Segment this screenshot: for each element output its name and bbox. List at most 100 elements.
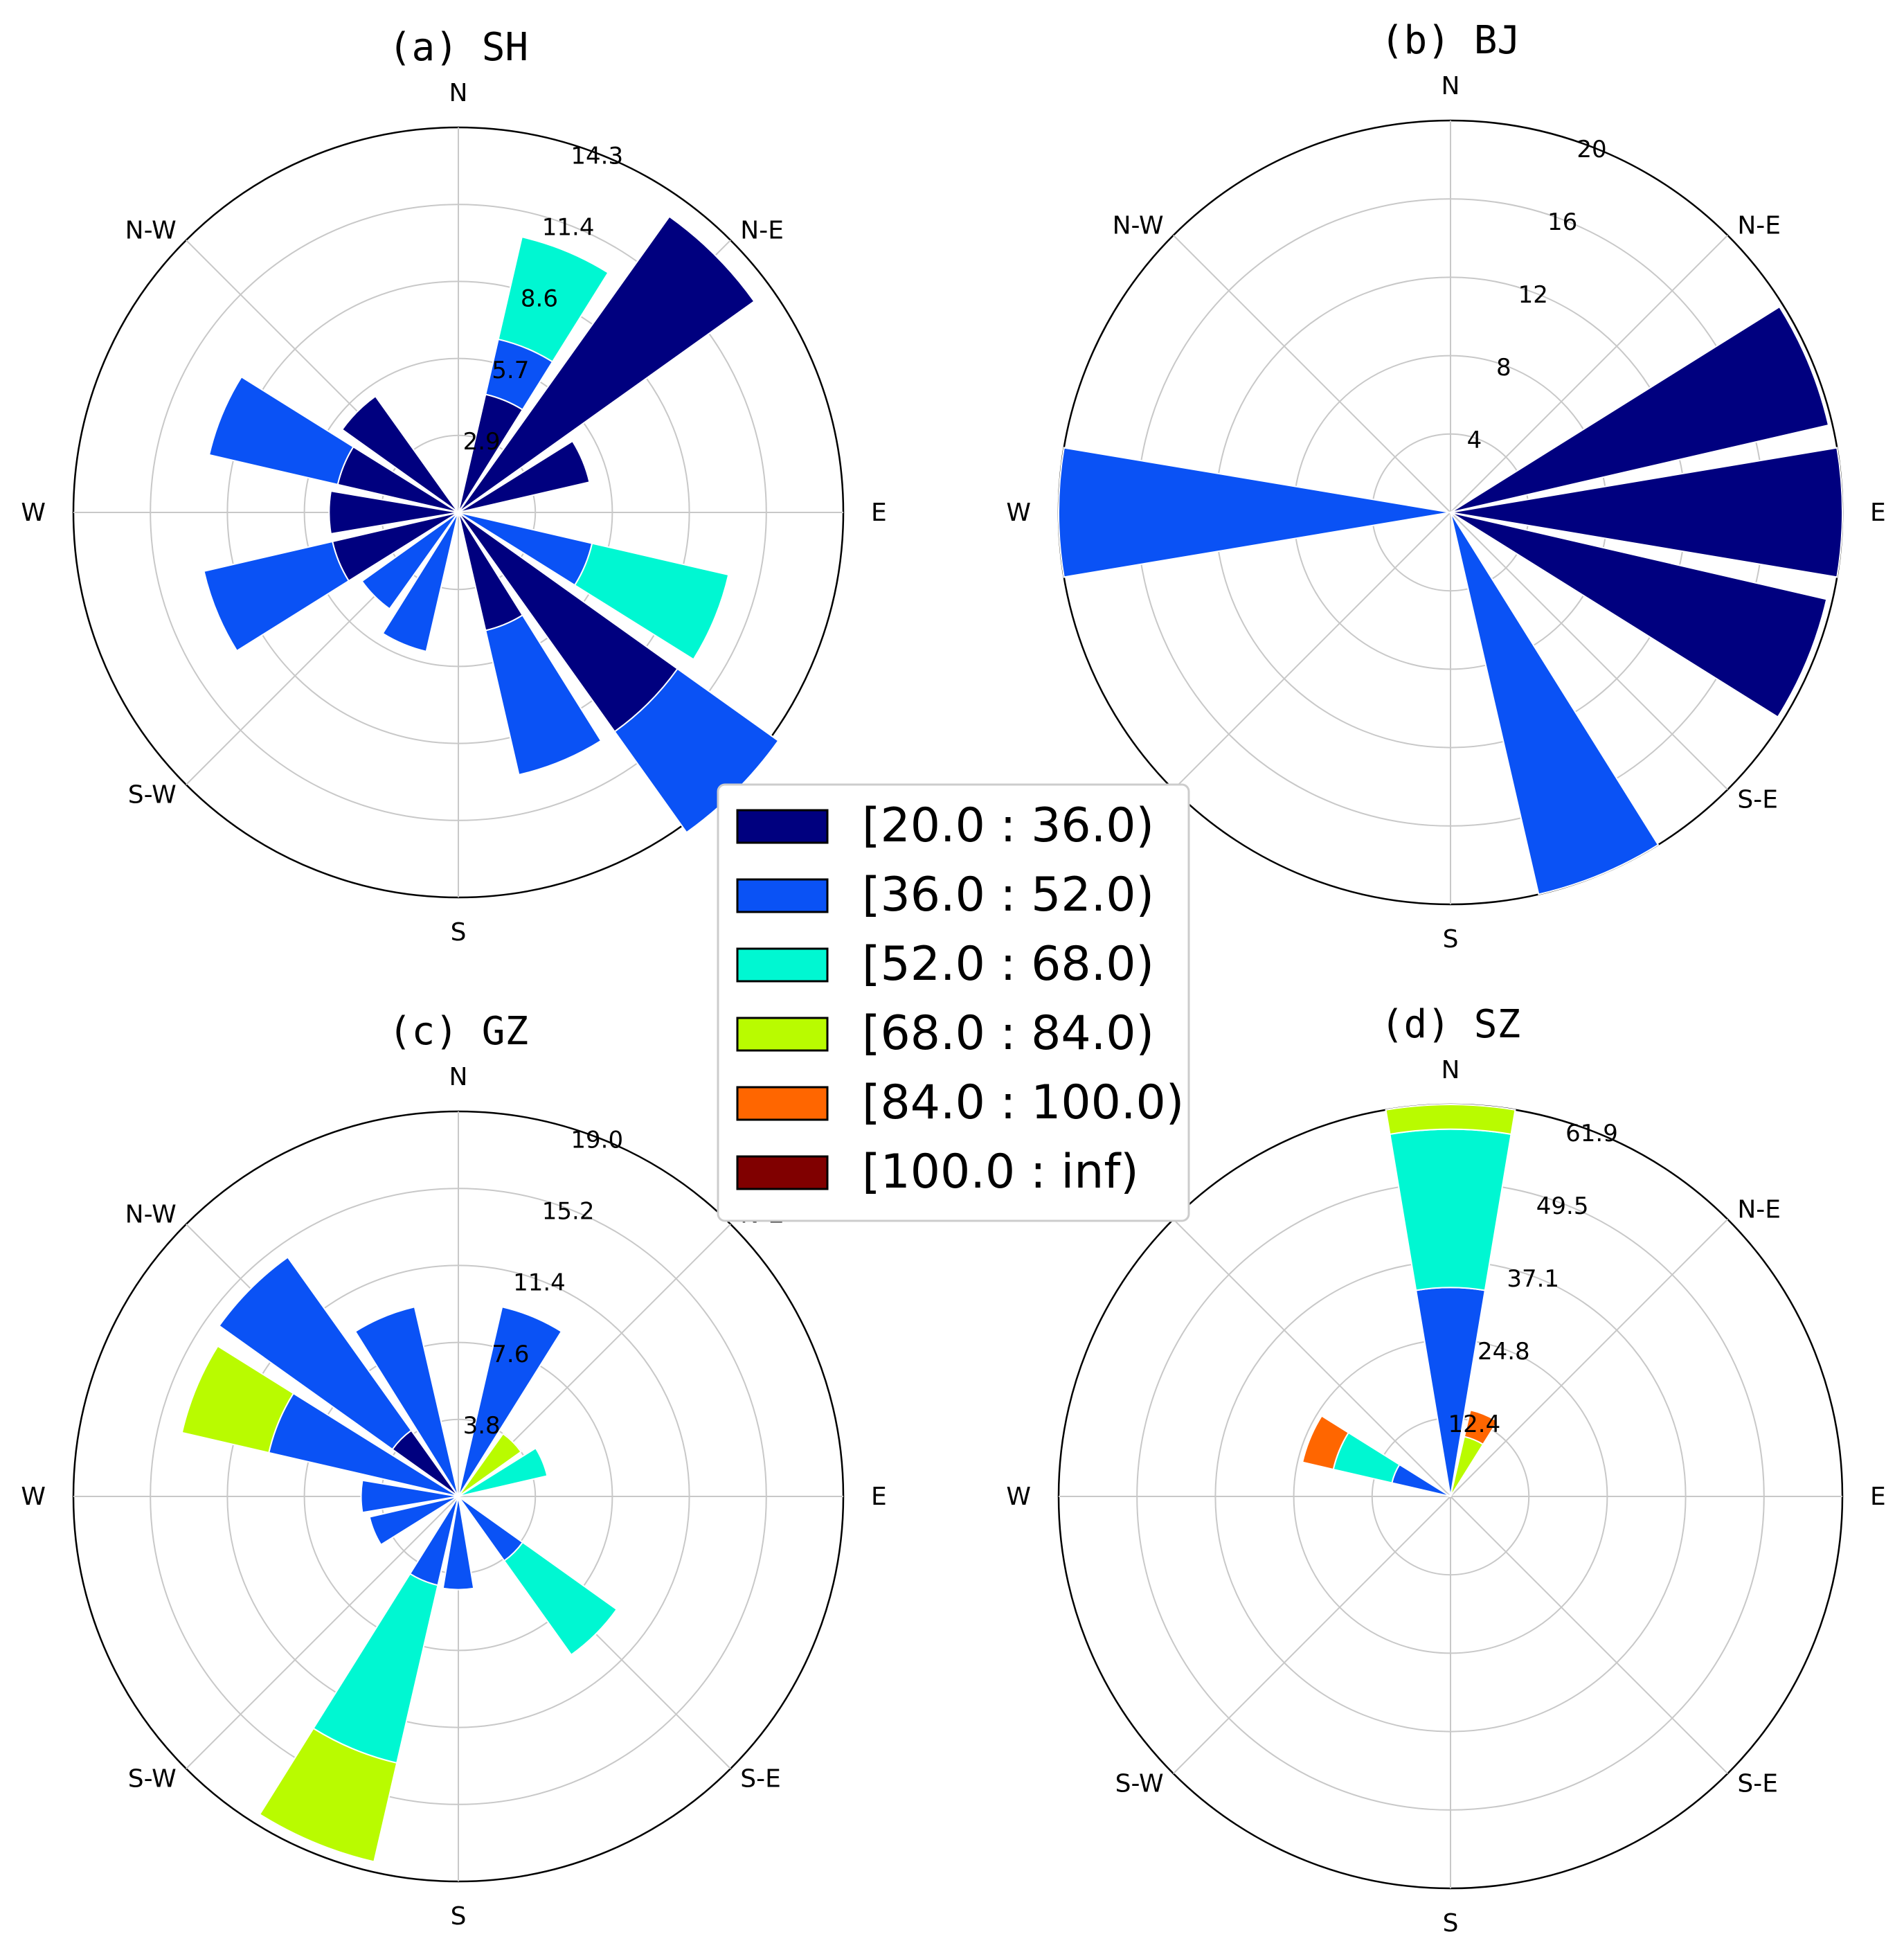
- legend-swatch: [736, 1086, 829, 1121]
- wind-bar-segment: [1415, 1287, 1486, 1497]
- legend-entry: [36.0 : 52.0): [736, 868, 1154, 922]
- radial-tick-label: 5.7: [492, 357, 529, 384]
- wind-bar-segment: [458, 1306, 563, 1497]
- radial-tick-label: 20: [1577, 136, 1606, 163]
- direction-label: N: [449, 79, 468, 107]
- radial-tick-label: 11.4: [542, 214, 595, 242]
- angular-gridline: [1173, 1496, 1451, 1774]
- wind-bar-segment: [218, 1256, 413, 1451]
- direction-label: S-E: [1737, 1769, 1778, 1798]
- wind-bar-segment: [208, 375, 354, 485]
- wind-bar-segment: [258, 1727, 398, 1863]
- radial-tick-label: 7.6: [492, 1341, 529, 1368]
- direction-label: S: [451, 918, 467, 947]
- wind-bar-segment: [1450, 512, 1660, 895]
- direction-label: N: [1442, 72, 1460, 100]
- legend-label: [68.0 : 84.0): [862, 1006, 1154, 1061]
- wind-bar-segment: [1301, 1415, 1350, 1471]
- direction-label: N-W: [1113, 212, 1164, 240]
- direction-label: N: [1442, 1056, 1460, 1084]
- wind-bar-segment: [1389, 1128, 1512, 1291]
- radial-tick-label: 12.4: [1448, 1411, 1501, 1438]
- angular-gridline: [1450, 1219, 1728, 1497]
- legend-entry: [100.0 : inf): [736, 1145, 1139, 1199]
- wind-rose-panel: 3.87.611.415.219.0NN-EES-ESS-WWN-W(c) GZ: [21, 1009, 886, 1931]
- legend-swatch: [736, 809, 829, 844]
- radial-tick-label: 61.9: [1565, 1120, 1618, 1147]
- wind-bar-segment: [1463, 1409, 1499, 1446]
- radial-tick-label: 19.0: [571, 1126, 623, 1154]
- wind-bar-segment: [1450, 305, 1830, 513]
- radial-tick-label: 16: [1547, 208, 1577, 236]
- legend-label: [20.0 : 36.0): [862, 798, 1154, 853]
- direction-label: N-W: [125, 217, 177, 245]
- wind-bar-segment: [354, 1306, 459, 1497]
- direction-label: N-W: [125, 1201, 177, 1229]
- radial-tick-label: 49.5: [1536, 1192, 1589, 1220]
- direction-label: W: [1006, 499, 1031, 527]
- wind-bar-segment: [573, 542, 730, 661]
- direction-label: W: [21, 499, 46, 527]
- wind-bar-segment: [328, 490, 459, 535]
- wind-bar-segment: [497, 236, 609, 363]
- wind-bar-segment: [458, 440, 591, 513]
- legend-label: [84.0 : 100.0): [862, 1075, 1184, 1130]
- direction-label: N-E: [740, 217, 784, 245]
- legend: [20.0 : 36.0) [36.0 : 52.0) [52.0 : 68.0…: [717, 783, 1190, 1222]
- wind-bar-segment: [458, 1447, 548, 1497]
- wind-bar-segment: [613, 668, 780, 834]
- panel-title: (a) SH: [388, 25, 528, 70]
- wind-bar-segment: [458, 215, 755, 513]
- direction-label: S-W: [1115, 1769, 1164, 1798]
- direction-label: S-W: [128, 1764, 177, 1793]
- angular-gridline: [1173, 235, 1451, 513]
- angular-gridline: [1173, 512, 1451, 790]
- wind-bar-segment: [1391, 1463, 1451, 1497]
- radial-tick-label: 15.2: [542, 1198, 595, 1226]
- legend-entry: [52.0 : 68.0): [736, 937, 1154, 992]
- angular-gridline: [186, 1496, 459, 1769]
- legend-label: [100.0 : inf): [862, 1145, 1139, 1199]
- wind-bar-segment: [1450, 447, 1844, 578]
- wind-bar-segment: [1385, 1103, 1516, 1136]
- angular-gridline: [1173, 1219, 1451, 1497]
- direction-label: N-E: [1737, 1196, 1781, 1224]
- direction-label: E: [1870, 1483, 1886, 1511]
- direction-label: S-E: [740, 1764, 781, 1793]
- radial-tick-label: 8.6: [521, 285, 558, 313]
- wind-bar-segment: [1450, 512, 1828, 718]
- legend-swatch: [736, 947, 829, 983]
- panel-title: (b) BJ: [1381, 18, 1520, 63]
- wind-bar-segment: [458, 1433, 522, 1497]
- wind-bar-segment: [503, 1541, 618, 1656]
- direction-label: E: [1870, 499, 1886, 527]
- legend-label: [52.0 : 68.0): [862, 937, 1154, 992]
- direction-label: S-W: [128, 780, 177, 809]
- legend-entry: [68.0 : 84.0): [736, 1006, 1154, 1061]
- wind-rose-panel: 2.95.78.611.414.3NN-EES-ESS-WWN-W(a) SH: [21, 25, 886, 947]
- wind-bar-segment: [181, 1345, 295, 1454]
- direction-label: N-E: [1737, 212, 1781, 240]
- legend-swatch: [736, 1017, 829, 1052]
- legend-label: [36.0 : 52.0): [862, 868, 1154, 922]
- legend-frame: [717, 783, 1190, 1222]
- direction-label: W: [1006, 1483, 1031, 1511]
- radial-tick-label: 24.8: [1478, 1338, 1530, 1366]
- radial-tick-label: 3.8: [463, 1412, 501, 1440]
- legend-entry: [84.0 : 100.0): [736, 1075, 1184, 1130]
- wind-bar-segment: [485, 614, 602, 776]
- direction-label: E: [871, 499, 887, 527]
- wind-bar-segment: [381, 512, 459, 652]
- wind-bar-segment: [368, 1496, 459, 1546]
- direction-label: S-E: [1737, 785, 1778, 814]
- wind-bar-segment: [312, 1573, 439, 1764]
- direction-label: S: [1443, 1909, 1459, 1938]
- angular-gridline: [1450, 512, 1728, 790]
- radial-tick-label: 8: [1496, 354, 1511, 382]
- radial-tick-label: 12: [1518, 281, 1548, 309]
- wind-bar-segment: [1057, 447, 1451, 578]
- wind-bar-segment: [360, 1479, 459, 1514]
- radial-tick-label: 2.9: [463, 428, 501, 456]
- legend-entry: [20.0 : 36.0): [736, 798, 1154, 853]
- panel-title: (d) SZ: [1381, 1002, 1520, 1047]
